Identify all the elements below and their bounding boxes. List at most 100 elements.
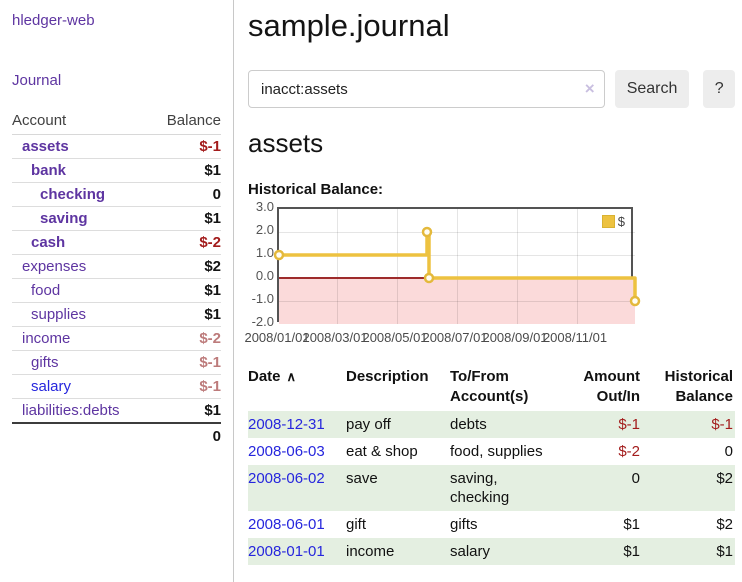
transaction-accounts: salary (450, 543, 491, 560)
transaction-accounts: gifts (450, 516, 478, 533)
legend-swatch-icon (601, 215, 615, 228)
account-balance: $-2 (150, 326, 221, 351)
data-point-marker (629, 295, 641, 307)
account-balance: $-1 (150, 350, 221, 375)
account-balance: $-1 (150, 374, 221, 399)
search-button[interactable]: Search (614, 70, 690, 108)
account-link-income[interactable]: income (22, 330, 71, 347)
transaction-row: 2008-01-01 income salary $1 $1 (248, 538, 735, 565)
transaction-date-link[interactable]: 2008-12-31 (248, 416, 325, 433)
col-historical-balance: Historical Balance (642, 365, 735, 411)
sort-asc-icon: ∧ (286, 369, 297, 384)
nav-journal-link[interactable]: Journal (12, 72, 62, 89)
transaction-amount: $-1 (618, 416, 640, 433)
transaction-amount: 0 (631, 470, 640, 487)
negative-region (279, 278, 635, 324)
gridline (577, 209, 578, 324)
transaction-date-link[interactable]: 2008-06-03 (248, 443, 325, 460)
register-table: Date ∧ Description To/From Account(s) Amo… (248, 365, 735, 565)
transaction-row: 2008-12-31 pay off debts $-1 $-1 (248, 411, 735, 438)
account-row-gifts: gifts $-1 (12, 350, 221, 375)
legend-label: $ (617, 214, 625, 229)
transaction-balance: $-1 (711, 416, 733, 433)
account-link-bank[interactable]: bank (31, 162, 67, 179)
account-row-saving: saving $1 (12, 206, 221, 231)
account-row-food: food $1 (12, 278, 221, 303)
account-link-saving[interactable]: saving (40, 210, 88, 227)
account-balance: $1 (150, 206, 221, 231)
account-link-salary[interactable]: salary (31, 378, 72, 395)
account-row-expenses: expenses $2 (12, 254, 221, 279)
search-input[interactable] (248, 70, 605, 108)
transaction-row: 2008-06-01 gift gifts $1 $2 (248, 511, 735, 538)
help-button[interactable]: ? (703, 70, 735, 108)
transaction-description: save (346, 470, 378, 487)
account-link-food[interactable]: food (31, 282, 61, 299)
x-tick-label: 2008/01/01 (244, 330, 310, 345)
col-tofrom-accounts: To/From Account(s) (448, 365, 554, 411)
gridline (337, 209, 338, 324)
transaction-balance: 0 (724, 443, 733, 460)
account-row-checking: checking 0 (12, 182, 221, 207)
y-tick-label: 3.0 (255, 199, 274, 214)
col-amount-outin: Amount Out/In (554, 365, 642, 411)
gridline (279, 255, 635, 256)
clear-search-icon[interactable]: × (584, 79, 595, 98)
col-date-label: Date (248, 368, 281, 385)
col-line: To/From (450, 368, 509, 385)
account-link-supplies[interactable]: supplies (31, 306, 87, 323)
account-row-liabilities-debts: liabilities:debts $1 (12, 398, 221, 424)
account-link-checking[interactable]: checking (40, 186, 106, 203)
balance-chart[interactable]: 3.0 2.0 1.0 0.0 -1.0 -2.0 (244, 199, 735, 349)
account-row-salary: salary $-1 (12, 374, 221, 399)
col-date[interactable]: Date ∧ (248, 365, 344, 411)
col-line: Amount (583, 368, 640, 385)
x-tick-label: 2008/09/01 (482, 330, 548, 345)
y-tick-label: 1.0 (255, 245, 274, 260)
transaction-date-link[interactable]: 2008-06-01 (248, 516, 325, 533)
account-link-cash[interactable]: cash (31, 234, 66, 251)
register-header-row: Date ∧ Description To/From Account(s) Amo… (248, 365, 735, 411)
transaction-description: gift (346, 516, 367, 533)
transaction-description: income (346, 543, 395, 560)
transaction-amount: $1 (623, 516, 640, 533)
gridline (517, 209, 518, 324)
x-tick-label: 2008/11/01 (542, 330, 608, 345)
transaction-row: 2008-06-02 save saving, checking 0 $2 (248, 465, 735, 511)
transaction-accounts: debts (450, 416, 487, 433)
transaction-date-link[interactable]: 2008-06-02 (248, 470, 325, 487)
y-tick-label: -1.0 (251, 291, 274, 306)
search-input-wrap: × (248, 70, 605, 108)
transaction-accounts: food, supplies (450, 443, 543, 460)
gridline (279, 232, 635, 233)
search-form: × Search ? (248, 70, 735, 108)
transaction-description: eat & shop (346, 443, 418, 460)
account-link-assets[interactable]: assets (22, 138, 69, 155)
account-link-expenses[interactable]: expenses (22, 258, 87, 275)
account-balance: $-1 (150, 134, 221, 159)
account-row-income: income $-2 (12, 326, 221, 351)
chart-legend: $ (599, 213, 627, 230)
chart-title: Historical Balance: (248, 181, 384, 198)
transaction-description: pay off (346, 416, 391, 433)
col-description: Description (346, 368, 429, 385)
col-line: Balance (675, 388, 733, 405)
account-row-cash: cash $-2 (12, 230, 221, 255)
page-title: sample.journal (248, 8, 450, 43)
y-tick-label: 0.0 (255, 268, 274, 283)
accounts-col-account: Account (12, 109, 151, 135)
transaction-date-link[interactable]: 2008-01-01 (248, 543, 325, 560)
account-balance: $-2 (150, 230, 221, 255)
accounts-header-row: Account Balance (12, 109, 221, 135)
transaction-amount: $-2 (618, 443, 640, 460)
account-balance: $1 (150, 158, 221, 183)
brand-link[interactable]: hledger-web (12, 12, 95, 29)
accounts-table: Account Balance assets $-1 bank $1 check… (12, 109, 221, 448)
transaction-balance: $2 (716, 516, 733, 533)
transaction-balance: $1 (716, 543, 733, 560)
account-link-liabilities-debts[interactable]: liabilities:debts (22, 402, 120, 419)
accounts-col-balance: Balance (150, 109, 221, 135)
account-link-gifts[interactable]: gifts (31, 354, 59, 371)
gridline (457, 209, 458, 324)
account-balance: $2 (150, 254, 221, 279)
